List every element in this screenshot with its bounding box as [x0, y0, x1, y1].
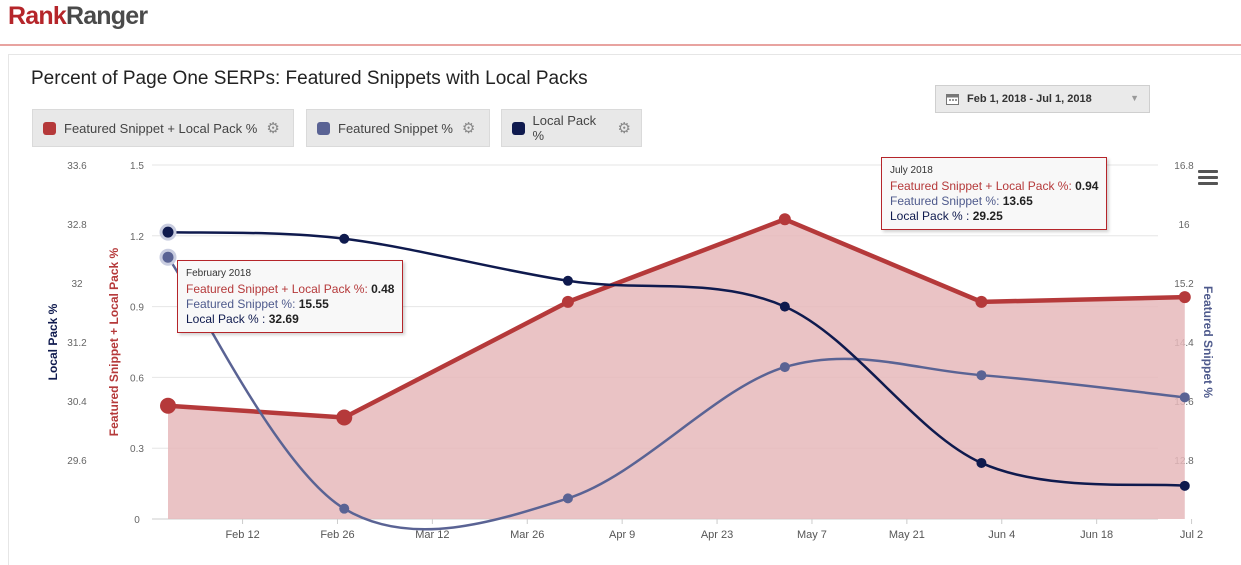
tooltip-value: 15.55: [298, 297, 329, 311]
chevron-down-icon: ▼: [1130, 93, 1139, 103]
gear-icon[interactable]: ⚙: [617, 119, 631, 137]
series-line-fs-lp: [167, 217, 1185, 420]
legend-label-fs-lp: Featured Snippet + Local Pack %: [64, 120, 258, 136]
data-point-fs: [976, 370, 987, 381]
tooltip-label: Featured Snippet + Local Pack %:: [186, 282, 368, 296]
hamburger-menu-icon[interactable]: [1198, 170, 1218, 186]
axis-title-fs: Featured Snippet %: [1201, 286, 1215, 398]
tooltip-value: 32.69: [268, 312, 299, 326]
y-tick-label-fs_lp: 0.3: [130, 444, 144, 455]
data-point-lp: [159, 223, 177, 241]
rankranger-logo[interactable]: RankRanger: [8, 2, 148, 30]
y-tick-label-fs: 16: [1178, 220, 1190, 231]
date-range-label: Feb 1, 2018 - Jul 1, 2018: [967, 93, 1092, 105]
y-tick-label-fs_lp: 0.6: [130, 373, 144, 384]
tooltip-label: Featured Snippet %:: [186, 297, 296, 311]
top-bar: RankRanger: [0, 0, 1241, 46]
data-point-lp: [976, 457, 987, 468]
x-tick-label: May 21: [889, 529, 925, 541]
tooltip-value: 0.48: [371, 282, 395, 296]
tooltip-value: 13.65: [1002, 194, 1033, 208]
y-tick-label-local_pack: 30.4: [67, 397, 87, 408]
x-tick-label: May 7: [797, 529, 827, 541]
legend-label-fs: Featured Snippet %: [338, 120, 453, 136]
data-point-lp: [1179, 480, 1190, 491]
x-tick-label: Apr 23: [701, 529, 733, 541]
tooltip-label: Featured Snippet + Local Pack %:: [890, 179, 1072, 193]
tooltip-label: Featured Snippet %:: [890, 194, 1000, 208]
data-point-fs-lp: [561, 295, 574, 308]
x-tick-label: Apr 9: [609, 529, 635, 541]
data-point-fs: [779, 362, 790, 373]
data-point-fs-lp: [1178, 291, 1191, 304]
legend-item-fs-lp[interactable]: Featured Snippet + Local Pack % ⚙: [32, 109, 294, 147]
area-fill-fs-lp: [168, 219, 1185, 519]
y-tick-label-fs: 15.2: [1174, 279, 1194, 290]
axis-title-local_pack: Local Pack %: [46, 303, 60, 380]
series-line-fs: [166, 256, 1185, 531]
y-tick-label-fs: 16.8: [1174, 161, 1194, 172]
data-point-fs-lp: [336, 409, 353, 426]
data-point-fs: [159, 248, 177, 266]
data-point-fs: [1179, 392, 1190, 403]
y-tick-label-fs_lp: 1.2: [130, 232, 144, 243]
y-tick-label-local_pack: 32: [71, 279, 83, 290]
chart-title: Percent of Page One SERPs: Featured Snip…: [31, 68, 588, 89]
legend-label-lp: Local Pack %: [532, 113, 597, 143]
y-tick-label-fs_lp: 1.5: [130, 161, 144, 172]
tooltip-july: July 2018 Featured Snippet + Local Pack …: [881, 157, 1108, 230]
legend-swatch-lp: [512, 121, 525, 135]
tooltip-title: July 2018: [890, 165, 933, 176]
y-tick-label-fs_lp: 0: [134, 515, 140, 526]
legend-swatch-fs: [317, 121, 330, 135]
gear-icon[interactable]: ⚙: [461, 119, 476, 137]
tooltip-title: February 2018: [186, 268, 252, 279]
data-point-fs: [339, 503, 350, 514]
y-tick-label-local_pack: 29.6: [67, 456, 87, 467]
x-tick-label: Feb 12: [225, 529, 259, 541]
y-tick-label-fs_lp: 0.9: [130, 303, 144, 314]
x-tick-label: Jul 2: [1180, 529, 1203, 541]
tooltip-value: 29.25: [972, 209, 1003, 223]
legend-swatch-fs-lp: [43, 121, 56, 135]
axis-title-fs_lp: Featured Snippet + Local Pack %: [107, 247, 121, 436]
y-tick-label-local_pack: 31.2: [67, 338, 87, 349]
data-point-fs-lp: [160, 397, 176, 414]
data-point-lp: [779, 301, 790, 312]
tooltip-label: Local Pack % :: [890, 209, 970, 223]
x-tick-label: Mar 12: [415, 529, 449, 541]
x-tick-label: Jun 18: [1080, 529, 1113, 541]
y-tick-label-local_pack: 33.6: [67, 161, 87, 172]
data-point-lp: [562, 275, 573, 286]
tooltip-february: February 2018 Featured Snippet + Local P…: [177, 260, 404, 333]
data-point-fs: [562, 493, 573, 504]
x-tick-label: Mar 26: [510, 529, 544, 541]
calendar-icon: [946, 94, 959, 105]
data-point-fs-lp: [975, 295, 988, 308]
date-range-picker[interactable]: Feb 1, 2018 - Jul 1, 2018 ▼: [935, 85, 1150, 113]
x-tick-label: Jun 4: [988, 529, 1015, 541]
legend-item-lp[interactable]: Local Pack % ⚙: [501, 109, 642, 147]
gear-icon[interactable]: ⚙: [266, 119, 280, 137]
tooltip-value: 0.94: [1075, 179, 1099, 193]
legend-item-fs[interactable]: Featured Snippet % ⚙: [306, 109, 490, 147]
tooltip-label: Local Pack % :: [186, 312, 266, 326]
data-point-fs-lp: [778, 213, 791, 226]
y-tick-label-local_pack: 32.8: [67, 220, 87, 231]
x-tick-label: Feb 26: [320, 529, 354, 541]
data-point-lp: [339, 233, 350, 244]
